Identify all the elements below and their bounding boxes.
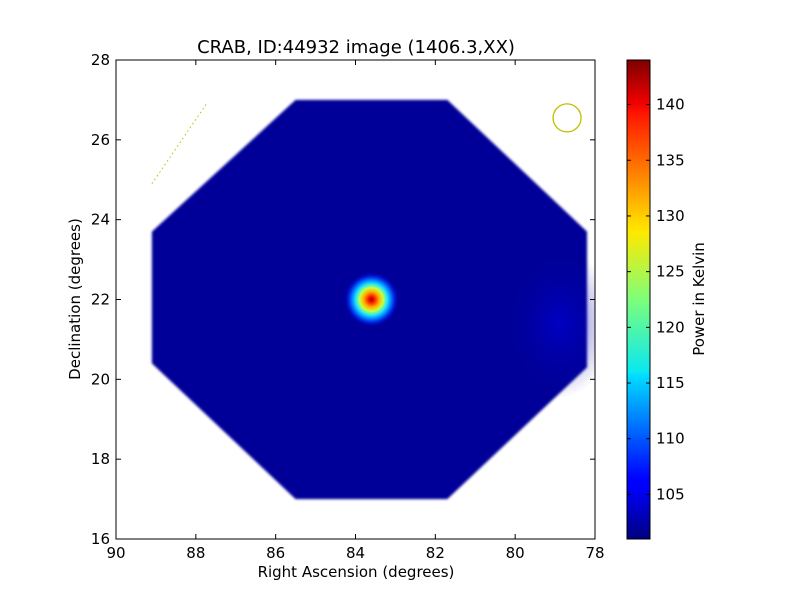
y-axis: 16 18 20 22 24 26 28: [91, 51, 595, 548]
colorbar-tick-label: 130: [656, 207, 685, 225]
y-tick-label: 28: [91, 51, 110, 69]
y-axis-label: Declination (degrees): [66, 218, 84, 380]
y-tick-label: 22: [91, 291, 110, 309]
scan-track: [151, 101, 209, 185]
colorbar-axis: 105 110 115 120 125 130 135 140: [627, 96, 685, 503]
x-axis: 90 88 86 84 82 80 78: [106, 60, 605, 562]
x-tick-label: 78: [585, 544, 604, 562]
y-tick-label: 16: [91, 530, 110, 548]
crab-source: [343, 271, 400, 328]
colorbar-tick-label: 110: [656, 430, 685, 448]
colorbar-label: Power in Kelvin: [690, 242, 708, 356]
chart-title: CRAB, ID:44932 image (1406.3,XX): [197, 37, 515, 58]
y-tick-label: 26: [91, 131, 110, 149]
colorbar-tick-label: 120: [656, 318, 685, 336]
y-tick-label: 18: [91, 450, 110, 468]
beam-marker: [552, 103, 582, 133]
x-tick-label: 80: [506, 544, 525, 562]
edge-glow: [504, 248, 595, 399]
colorbar-tick-label: 105: [656, 485, 685, 503]
colorbar-frame: [626, 59, 651, 540]
x-tick-label: 82: [426, 544, 445, 562]
colorbar-tick-label: 115: [656, 374, 685, 392]
y-tick-label: 24: [91, 211, 110, 229]
x-tick-label: 84: [346, 544, 365, 562]
colorbar-tick-label: 140: [656, 96, 685, 114]
colorbar-tick-label: 125: [656, 263, 685, 281]
y-tick-label: 20: [91, 370, 110, 388]
heatmap-layer: [151, 99, 595, 500]
x-tick-label: 88: [186, 544, 205, 562]
x-tick-label: 86: [266, 544, 285, 562]
x-tick-label: 90: [106, 544, 125, 562]
colorbar-tick-label: 135: [656, 151, 685, 169]
x-axis-label: Right Ascension (degrees): [258, 563, 455, 581]
colorbar: [627, 60, 650, 539]
